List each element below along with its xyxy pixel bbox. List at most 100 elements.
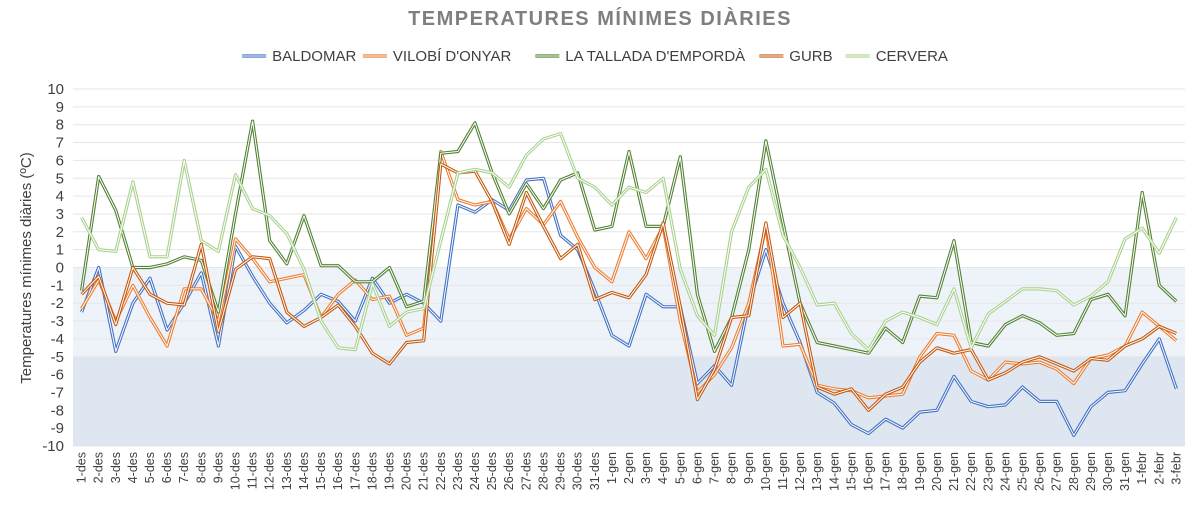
x-tick-label: 5-gen bbox=[673, 452, 687, 484]
y-tick-label: -10 bbox=[42, 438, 64, 455]
y-tick-label: -9 bbox=[51, 420, 64, 437]
x-tick-label: 9-des bbox=[211, 452, 225, 483]
x-tick-label: 26-gen bbox=[1033, 452, 1047, 491]
x-tick-label: 21-gen bbox=[947, 452, 961, 491]
x-tick-label: 20-gen bbox=[930, 452, 944, 491]
band-1 bbox=[73, 356, 1185, 446]
x-tick-label: 28-gen bbox=[1067, 452, 1081, 491]
y-tick-label: 7 bbox=[56, 135, 64, 152]
x-tick-label: 19-des bbox=[382, 452, 396, 490]
background-bands bbox=[73, 267, 1185, 446]
series-line-core-0 bbox=[81, 177, 1177, 436]
x-tick-label: 24-gen bbox=[998, 452, 1012, 491]
x-tick-label: 11-des bbox=[246, 452, 260, 489]
x-tick-label: 20-des bbox=[400, 452, 414, 490]
x-tick-label: 25-des bbox=[485, 452, 499, 490]
x-tick-label: 16-des bbox=[331, 452, 345, 490]
y-tick-label: -7 bbox=[51, 384, 64, 401]
series-line-core-1 bbox=[81, 151, 1177, 399]
x-tick-label: 23-gen bbox=[981, 452, 995, 491]
x-tick-label: 24-des bbox=[468, 452, 482, 490]
x-tick-label: 26-des bbox=[502, 452, 516, 490]
series-lines bbox=[80, 119, 1178, 437]
chart-title: TEMPERATURES MÍNIMES DIÀRIES bbox=[408, 7, 792, 30]
x-tick-label: 4-gen bbox=[656, 452, 670, 484]
x-tick-label: 12-des bbox=[263, 452, 277, 490]
x-tick-label: 3-des bbox=[109, 452, 123, 483]
y-tick-label: 3 bbox=[56, 206, 64, 223]
x-tick-label: 14-gen bbox=[827, 452, 841, 491]
y-tick-label: 6 bbox=[56, 152, 64, 169]
x-tick-label: 2-febr bbox=[1152, 452, 1166, 485]
y-tick-label: 8 bbox=[56, 117, 64, 134]
series-line-core-3 bbox=[81, 163, 1177, 411]
y-tick-label: -6 bbox=[51, 367, 64, 384]
series-line-core-4 bbox=[81, 133, 1177, 351]
x-tick-label: 7-gen bbox=[708, 452, 722, 484]
y-tick-label: 10 bbox=[47, 81, 64, 98]
x-tick-label: 15-des bbox=[314, 452, 328, 490]
x-tick-label: 15-gen bbox=[844, 452, 858, 491]
x-tick-label: 27-gen bbox=[1050, 452, 1064, 491]
y-tick-label: 0 bbox=[56, 260, 64, 277]
x-tick-label: 7-des bbox=[177, 452, 191, 483]
x-tick-label: 13-des bbox=[280, 452, 294, 490]
x-tick-label: 30-des bbox=[571, 452, 585, 490]
x-tick-label: 8-des bbox=[194, 452, 208, 483]
x-tick-label: 14-des bbox=[297, 452, 311, 490]
legend-item-1: VILOBÍ D'ONYAR bbox=[362, 48, 512, 65]
legend-item-2: LA TALLADA D'EMPORDÀ bbox=[535, 48, 745, 65]
x-tick-label: 5-des bbox=[143, 452, 157, 483]
legend-item-0: BALDOMAR bbox=[242, 48, 356, 65]
legend-item-4: CERVERA bbox=[845, 48, 948, 65]
x-tick-label: 23-des bbox=[451, 452, 465, 490]
x-tick-label: 3-gen bbox=[639, 452, 653, 484]
x-tick-label: 25-gen bbox=[1015, 452, 1029, 491]
x-tick-label: 2-gen bbox=[622, 452, 636, 484]
x-tick-label: 12-gen bbox=[793, 452, 807, 491]
x-tick-label: 28-des bbox=[536, 452, 550, 490]
legend: BALDOMAR VILOBÍ D'ONYAR LA TALLADA D'EMPOR… bbox=[242, 48, 948, 65]
legend-label: CERVERA bbox=[876, 48, 948, 65]
x-tick-label: 19-gen bbox=[913, 452, 927, 491]
x-tick-label: 22-gen bbox=[964, 452, 978, 491]
x-tick-label: 22-des bbox=[434, 452, 448, 490]
x-tick-label: 6-gen bbox=[690, 452, 704, 484]
legend-label: BALDOMAR bbox=[272, 48, 356, 65]
legend-label: VILOBÍ D'ONYAR bbox=[393, 48, 512, 65]
x-tick-label: 1-febr bbox=[1135, 452, 1149, 485]
x-tick-label: 16-gen bbox=[862, 452, 876, 491]
x-tick-label: 3-febr bbox=[1169, 452, 1183, 485]
x-tick-label: 31-des bbox=[588, 452, 602, 490]
x-tick-label: 4-des bbox=[126, 452, 140, 483]
x-tick-label: 18-des bbox=[365, 452, 379, 490]
y-tick-label: -5 bbox=[51, 349, 64, 366]
y-tick-label: 1 bbox=[56, 242, 64, 259]
x-tick-label: 17-gen bbox=[879, 452, 893, 491]
y-tick-label: -8 bbox=[51, 402, 64, 419]
x-tick-label: 13-gen bbox=[810, 452, 824, 491]
x-tick-label: 9-gen bbox=[742, 452, 756, 484]
legend-item-3: GURB bbox=[759, 48, 833, 65]
y-tick-label: 9 bbox=[56, 99, 64, 116]
y-tick-label: -2 bbox=[51, 295, 64, 312]
x-tick-label: 8-gen bbox=[725, 452, 739, 484]
x-tick-label: 1-gen bbox=[605, 452, 619, 484]
x-tick-label: 27-des bbox=[519, 452, 533, 490]
y-tick-label: -3 bbox=[51, 313, 64, 330]
x-tick-label: 31-gen bbox=[1118, 452, 1132, 491]
legend-label: GURB bbox=[789, 48, 832, 65]
x-tick-label: 30-gen bbox=[1101, 452, 1115, 491]
x-tick-label: 29-gen bbox=[1084, 452, 1098, 491]
series-line-core-2 bbox=[81, 120, 1177, 354]
x-tick-label: 18-gen bbox=[896, 452, 910, 491]
x-tick-label: 10-des bbox=[229, 452, 243, 490]
x-axis-ticks: 1-des 2-des 3-des 4-des 5-des 6-des 7-des 8-des… bbox=[75, 452, 1184, 491]
y-tick-label: 5 bbox=[56, 170, 64, 187]
x-tick-label: 1-des bbox=[75, 452, 89, 483]
y-tick-label: -1 bbox=[51, 277, 64, 294]
legend-label: LA TALLADA D'EMPORDÀ bbox=[565, 48, 745, 65]
